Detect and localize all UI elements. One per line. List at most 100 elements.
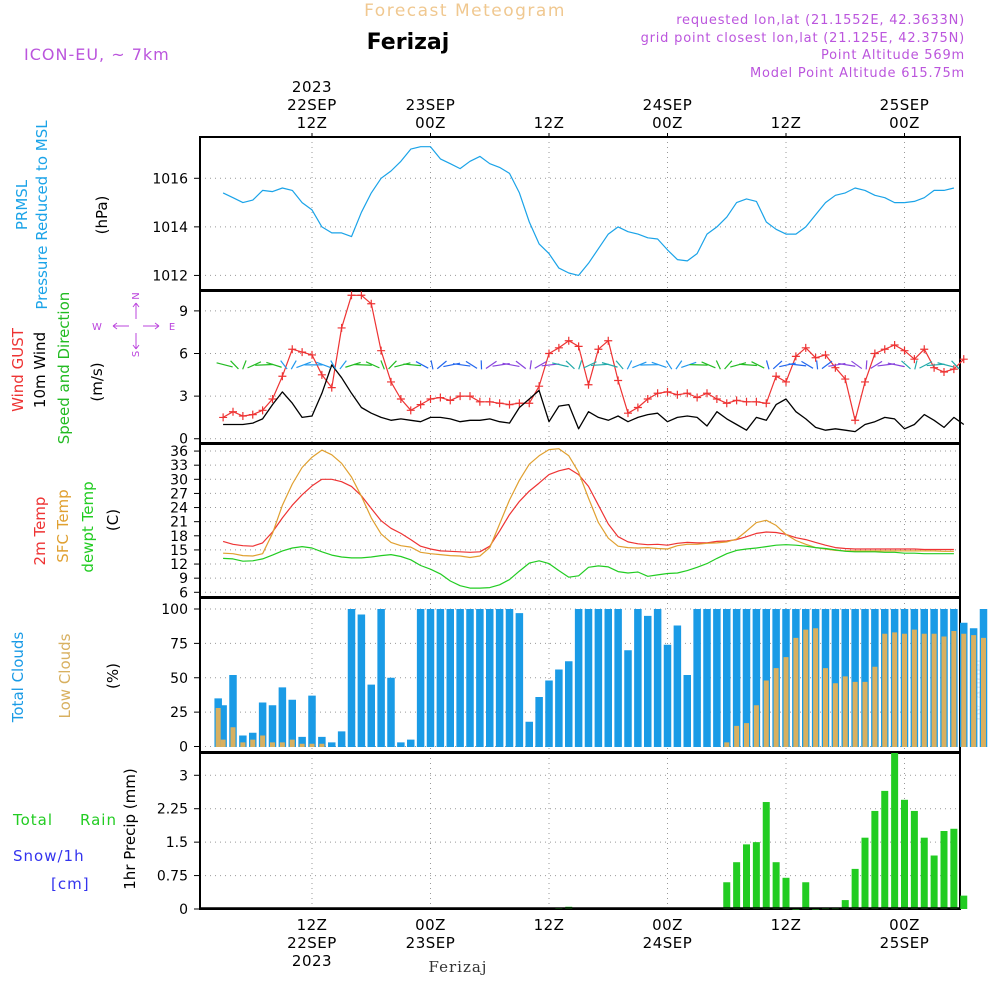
gust-marker bbox=[347, 291, 356, 300]
wind-direction-arrow bbox=[851, 360, 863, 370]
wind-direction-arrow bbox=[730, 362, 747, 368]
wind-direction-arrow bbox=[626, 360, 633, 370]
requested-coords: requested lon,lat (21.1552E, 42.3633N) bbox=[676, 13, 965, 28]
total-cloud-bar bbox=[268, 705, 277, 747]
total-cloud-bar bbox=[357, 614, 366, 747]
wind-direction-arrow bbox=[403, 363, 422, 367]
gust-marker bbox=[762, 399, 771, 408]
total-cloud-bar bbox=[476, 609, 484, 747]
gust-marker bbox=[535, 382, 544, 391]
total-cloud-bar bbox=[288, 699, 296, 747]
y-tick-label: 25 bbox=[170, 705, 188, 721]
total-cloud-bar bbox=[219, 705, 227, 747]
bottom-time-label: 25SEP bbox=[880, 934, 930, 952]
total-cloud-bar bbox=[229, 675, 237, 747]
gust-marker bbox=[584, 380, 593, 389]
wind-direction-arrow bbox=[665, 360, 673, 370]
gust-marker bbox=[505, 400, 514, 409]
rain-bar bbox=[871, 810, 879, 909]
total-cloud-bar bbox=[456, 609, 464, 747]
low-cloud-bar bbox=[289, 739, 295, 747]
wind-direction-arrow bbox=[601, 362, 618, 368]
total-cloud-bar bbox=[416, 609, 425, 747]
wind-compass: N S W E bbox=[92, 292, 175, 357]
temp-label-3: dewpt Temp bbox=[79, 481, 97, 572]
bottom-time-label: 00Z bbox=[415, 916, 446, 934]
temp-label-2: SFC Temp bbox=[54, 489, 72, 562]
low-cloud-bar bbox=[240, 742, 246, 747]
clouds-label-1: Total Clouds bbox=[9, 632, 27, 724]
gust-marker bbox=[298, 348, 307, 357]
wind-direction-arrow bbox=[816, 360, 819, 370]
top-time-label: 12Z bbox=[297, 114, 328, 132]
wind-direction-arrow bbox=[951, 360, 960, 370]
bottom-time-label: 12Z bbox=[297, 916, 328, 934]
total-cloud-bar bbox=[742, 609, 751, 747]
wind-direction-arrow bbox=[247, 361, 262, 369]
low-cloud-bar bbox=[961, 633, 967, 747]
wind-direction-arrow bbox=[887, 362, 905, 368]
y-tick-label: 0 bbox=[179, 432, 188, 448]
total-cloud-bar bbox=[861, 609, 869, 747]
wind-direction-arrow bbox=[415, 361, 429, 369]
low-cloud-bar bbox=[852, 681, 858, 747]
gust-marker bbox=[327, 383, 336, 392]
gust-marker bbox=[238, 412, 247, 421]
total-cloud-bar bbox=[515, 613, 524, 747]
gust-marker bbox=[406, 406, 415, 415]
gust-marker bbox=[890, 340, 899, 349]
wind-direction-arrow bbox=[565, 360, 575, 370]
wind-unit: (m/s) bbox=[88, 362, 106, 401]
wind-direction-arrow bbox=[515, 360, 527, 370]
gust-marker bbox=[752, 397, 761, 406]
y-tick-label: 30 bbox=[170, 472, 188, 488]
y-tick-label: 12 bbox=[170, 557, 188, 573]
wind-line bbox=[223, 364, 965, 433]
gust-marker bbox=[446, 396, 455, 405]
clouds-label-2: Low Clouds bbox=[56, 633, 74, 718]
low-cloud-bar bbox=[813, 628, 819, 747]
point-altitude: Point Altitude 569m bbox=[821, 48, 965, 63]
total-cloud-bar bbox=[604, 609, 612, 747]
precip-labels: Total Rain Snow/1h [cm] 1hr Precip (mm) bbox=[12, 768, 139, 893]
gust-marker bbox=[594, 345, 603, 354]
gust-marker bbox=[268, 394, 277, 403]
top-time-label: 00Z bbox=[415, 114, 446, 132]
total-cloud-bar bbox=[278, 687, 287, 747]
total-cloud-bar bbox=[318, 736, 326, 747]
gust-marker bbox=[633, 403, 642, 412]
gust-marker bbox=[545, 349, 553, 358]
wind-direction-arrow bbox=[765, 360, 770, 370]
low-cloud-bar bbox=[902, 633, 907, 747]
low-cloud-bar bbox=[941, 636, 947, 747]
rain-bar bbox=[940, 831, 948, 909]
gust-marker bbox=[515, 399, 524, 408]
rain-bar bbox=[950, 828, 958, 909]
gust-marker bbox=[791, 352, 800, 361]
total-cloud-bar bbox=[614, 609, 622, 747]
total-cloud-bar bbox=[713, 609, 721, 747]
wind-direction-arrow bbox=[715, 360, 721, 370]
low-cloud-bar bbox=[270, 742, 275, 747]
wind-direction-arrow bbox=[772, 360, 783, 370]
gust-marker bbox=[910, 355, 919, 364]
total-cloud-bar bbox=[555, 669, 563, 747]
low-cloud-bar bbox=[931, 633, 937, 747]
total-cloud-bar bbox=[407, 739, 415, 747]
wind-direction-arrow bbox=[436, 360, 447, 370]
gust-marker bbox=[861, 377, 869, 386]
low-cloud-bar bbox=[842, 676, 848, 747]
total-cloud-bar bbox=[397, 742, 405, 747]
low-cloud-bar bbox=[215, 708, 221, 747]
y-tick-label: 0 bbox=[179, 902, 188, 918]
y-tick-label: 3 bbox=[179, 389, 188, 405]
gust-marker bbox=[317, 370, 326, 379]
wind-direction-arrow bbox=[583, 361, 597, 369]
low-cloud-bar bbox=[921, 633, 927, 747]
wind-direction-arrow bbox=[452, 363, 471, 367]
rain-bar bbox=[861, 837, 869, 909]
low-cloud-bar bbox=[734, 725, 740, 747]
low-cloud-bar bbox=[862, 681, 868, 747]
precip-label-snow: Snow/1h bbox=[13, 847, 85, 865]
precip-label-rain: Rain bbox=[80, 811, 117, 829]
